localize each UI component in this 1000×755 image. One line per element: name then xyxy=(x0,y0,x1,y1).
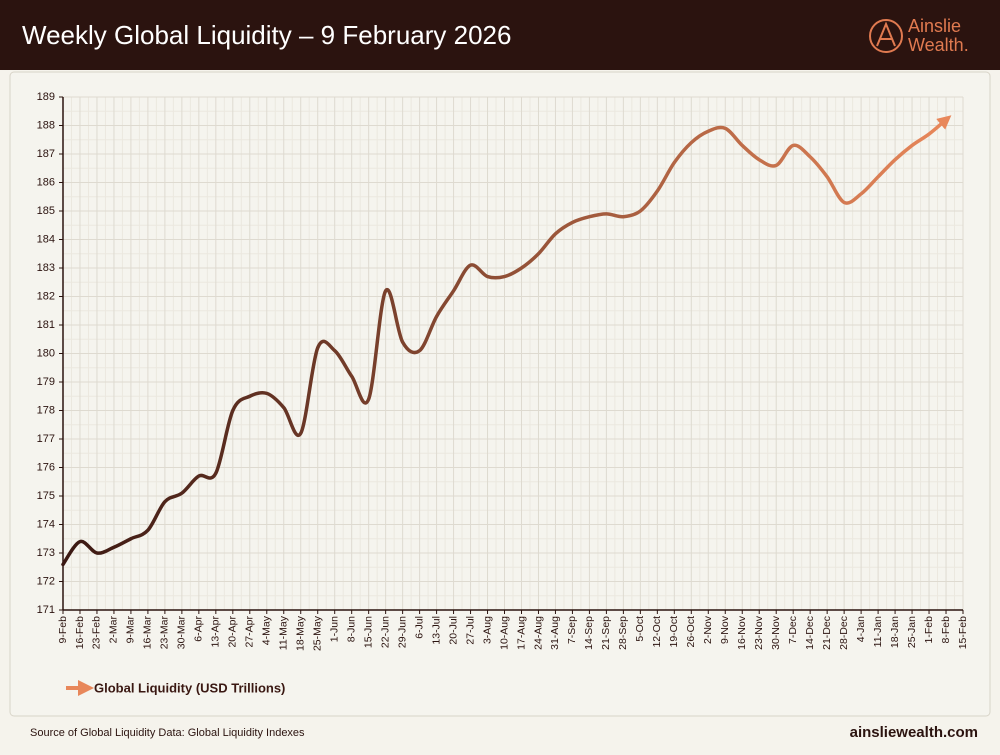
y-tick-label: 189 xyxy=(37,91,55,103)
x-tick-label: 28-Sep xyxy=(617,616,629,650)
x-tick-label: 29-Jun xyxy=(396,616,408,648)
header-bar xyxy=(0,0,1000,70)
y-tick-label: 186 xyxy=(37,176,55,188)
y-tick-label: 171 xyxy=(37,604,55,616)
brand-name: Ainslie xyxy=(908,16,961,36)
x-tick-label: 23-Nov xyxy=(753,615,765,650)
y-tick-label: 178 xyxy=(37,404,55,416)
x-tick-label: 7-Sep xyxy=(566,616,578,644)
x-tick-label: 24-Aug xyxy=(532,616,544,650)
x-tick-label: 7-Dec xyxy=(787,616,799,644)
x-tick-label: 20-Jul xyxy=(447,616,459,645)
x-tick-label: 3-Aug xyxy=(481,616,493,644)
x-tick-label: 27-Apr xyxy=(244,615,256,647)
y-tick-label: 180 xyxy=(37,347,55,359)
x-tick-label: 23-Feb xyxy=(91,616,103,649)
x-tick-label: 2-Nov xyxy=(702,615,714,644)
y-tick-label: 174 xyxy=(37,518,55,530)
x-tick-label: 21-Sep xyxy=(600,616,612,650)
y-tick-label: 176 xyxy=(37,461,55,473)
x-tick-label: 9-Feb xyxy=(57,616,69,644)
x-tick-label: 18-May xyxy=(295,615,307,651)
website: ainsliewealth.com xyxy=(850,724,978,741)
x-tick-label: 5-Oct xyxy=(634,616,646,642)
x-tick-label: 28-Dec xyxy=(838,616,850,650)
y-tick-label: 185 xyxy=(37,205,55,217)
x-tick-label: 23-Mar xyxy=(159,616,171,650)
x-tick-label: 11-Jan xyxy=(872,616,884,647)
x-tick-label: 8-Feb xyxy=(940,616,952,644)
data-line xyxy=(61,115,952,567)
y-tick-label: 182 xyxy=(37,290,55,302)
x-tick-label: 22-Jun xyxy=(379,616,391,648)
x-tick-label: 16-Nov xyxy=(736,615,748,650)
x-tick-label: 14-Dec xyxy=(804,616,816,650)
chart-panel xyxy=(9,71,991,717)
y-tick-label: 179 xyxy=(37,376,55,388)
x-tick-label: 13-Apr xyxy=(210,615,222,647)
logo: Ainslie Wealth. xyxy=(869,16,969,55)
brand-name: Wealth. xyxy=(908,35,969,55)
x-tick-label: 17-Aug xyxy=(515,616,527,650)
x-tick-label: 12-Oct xyxy=(651,616,663,648)
x-tick-label: 4-Jan xyxy=(855,616,867,642)
y-tick-label: 181 xyxy=(37,319,55,331)
y-tick-label: 177 xyxy=(37,433,55,445)
y-tick-label: 183 xyxy=(37,262,55,274)
x-tick-label: 9-Nov xyxy=(719,615,731,644)
y-tick-label: 173 xyxy=(37,547,55,559)
y-tick-label: 188 xyxy=(37,119,55,131)
x-tick-label: 2-Mar xyxy=(108,615,120,643)
x-tick-label: 15-Feb xyxy=(957,616,969,649)
source-note: Source of Global Liquidity Data: Global … xyxy=(30,727,305,739)
y-tick-label: 187 xyxy=(37,148,55,160)
x-tick-label: 14-Sep xyxy=(583,616,595,650)
x-tick-label: 21-Dec xyxy=(821,616,833,650)
x-tick-label: 27-Jul xyxy=(464,616,476,645)
x-tick-label: 10-Aug xyxy=(498,616,510,650)
x-tick-label: 6-Apr xyxy=(193,616,205,642)
x-tick-label: 11-May xyxy=(278,615,290,650)
x-tick-label: 16-Feb xyxy=(74,616,86,649)
x-tick-label: 31-Aug xyxy=(549,616,561,650)
x-tick-label: 13-Jul xyxy=(430,616,442,645)
x-tick-label: 18-Jan xyxy=(889,616,901,648)
y-tick-label: 184 xyxy=(37,233,55,245)
x-tick-label: 19-Oct xyxy=(668,616,680,648)
x-tick-label: 8-Jun xyxy=(345,616,357,642)
x-tick-label: 26-Oct xyxy=(685,616,697,648)
y-tick-label: 172 xyxy=(37,575,55,587)
x-tick-label: 15-Jun xyxy=(362,616,374,648)
legend-label: Global Liquidity (USD Trillions) xyxy=(94,680,285,695)
x-tick-label: 25-May xyxy=(311,615,323,651)
x-tick-label: 9-Mar xyxy=(125,615,137,643)
x-tick-label: 4-May xyxy=(261,615,273,645)
x-tick-label: 1-Feb xyxy=(923,616,935,644)
x-tick-label: 30-Nov xyxy=(770,615,782,650)
legend: Global Liquidity (USD Trillions) xyxy=(66,680,285,696)
x-tick-label: 25-Jan xyxy=(906,616,918,648)
x-tick-label: 6-Jul xyxy=(413,616,425,639)
x-tick-label: 1-Jun xyxy=(328,616,340,642)
x-tick-label: 16-Mar xyxy=(142,616,154,650)
x-tick-label: 30-Mar xyxy=(176,616,188,650)
y-tick-label: 175 xyxy=(37,490,55,502)
chart-title: Weekly Global Liquidity – 9 February 202… xyxy=(22,20,511,50)
x-tick-label: 20-Apr xyxy=(227,615,239,647)
